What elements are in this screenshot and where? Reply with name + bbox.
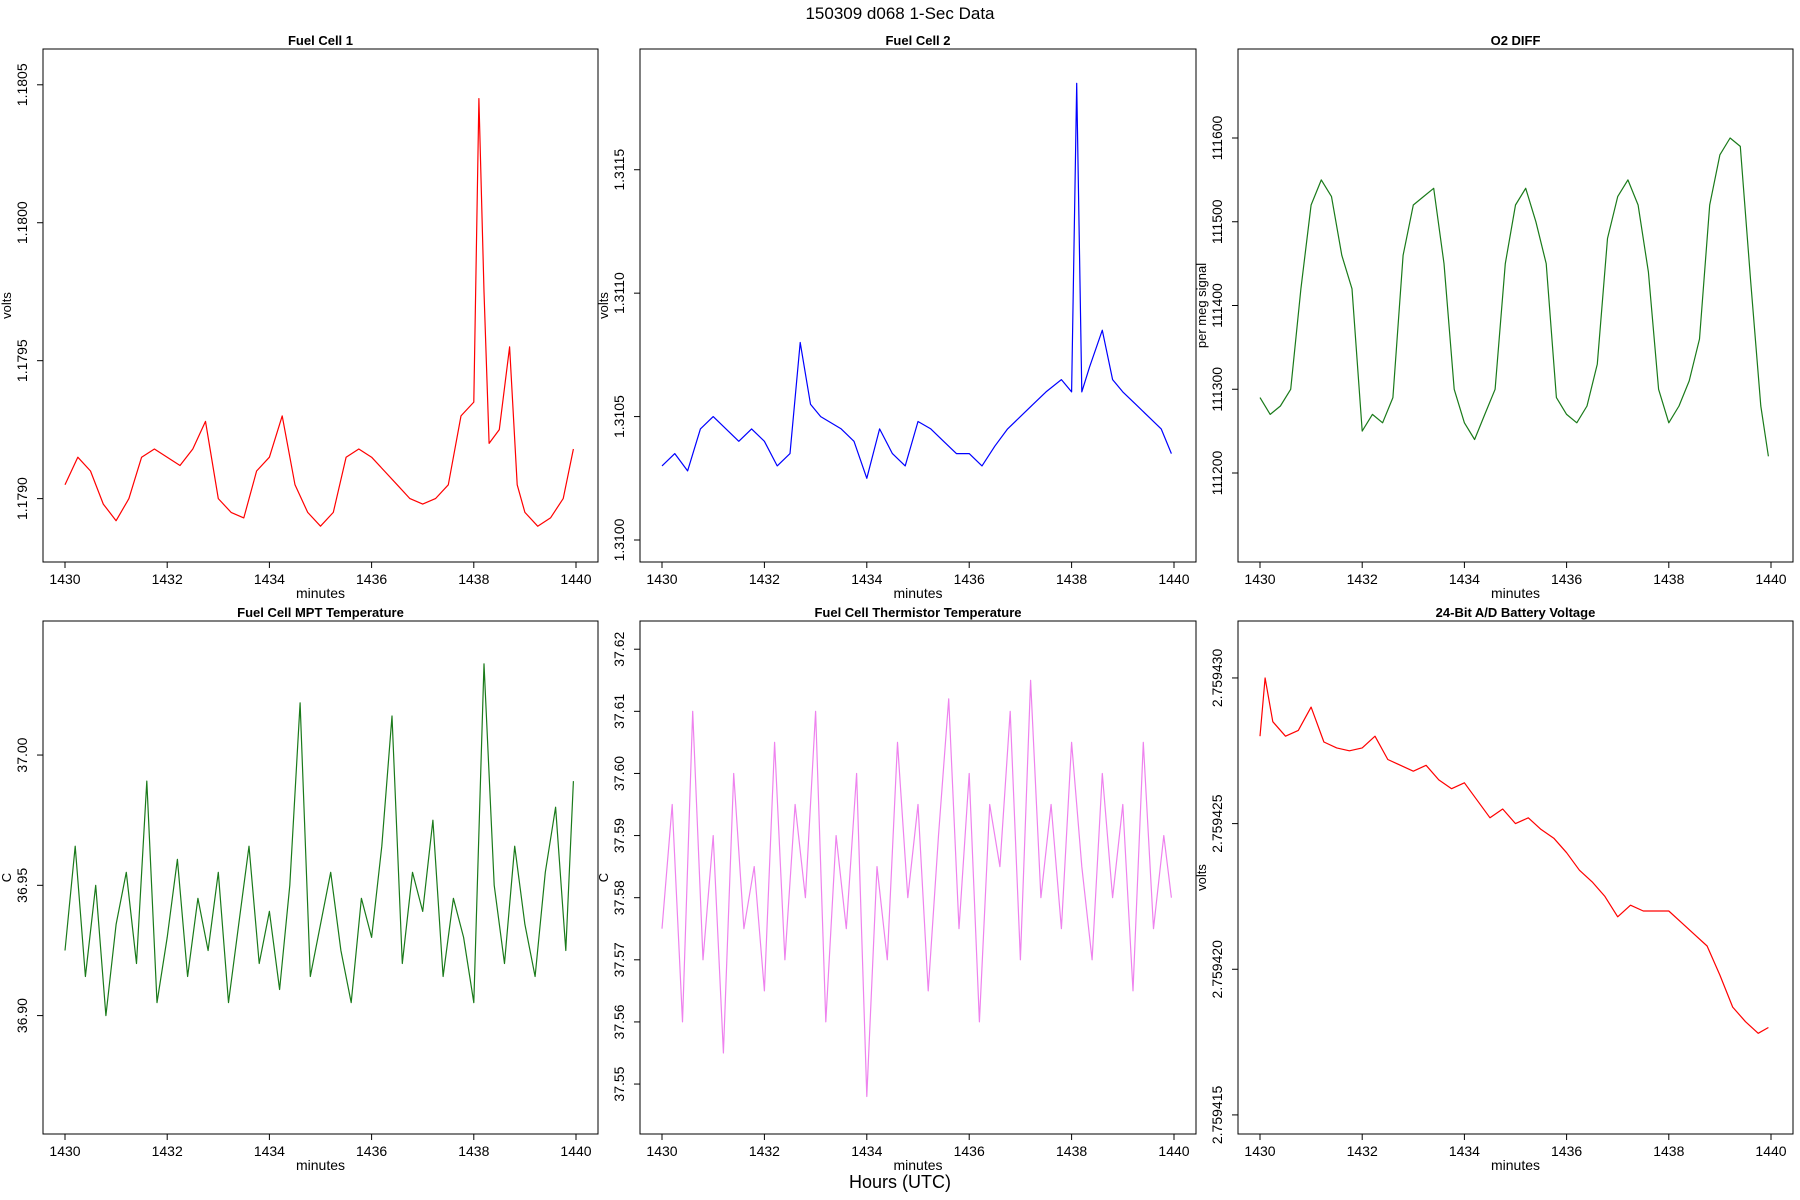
x-tick-label: 1434 [254, 571, 285, 587]
y-tick-label: 1.3100 [611, 518, 627, 561]
y-tick-label: 1.3110 [611, 272, 627, 314]
x-axis-label: minutes [296, 1157, 345, 1173]
y-axis-label: C [596, 873, 611, 882]
y-tick-label: 2.759425 [1209, 794, 1225, 853]
series-line [64, 663, 574, 1017]
series-line [661, 82, 1172, 479]
x-tick-label: 1436 [356, 571, 387, 587]
x-tick-label: 1432 [152, 571, 183, 587]
x-tick-label: 1436 [356, 1143, 387, 1159]
y-tick-label: 37.55 [611, 1066, 627, 1101]
chart-title: 24-Bit A/D Battery Voltage [1436, 605, 1596, 620]
chart-panel-2: Fuel Cell 2 1430 1432 1434 1436 1438 1440 minut… [596, 33, 1197, 601]
y-tick-label: 37.60 [611, 756, 627, 791]
y-tick-label: 1.1800 [14, 201, 30, 244]
chart-panel-6: 24-Bit A/D Battery Voltage 1430 1432 1434 14… [1194, 605, 1794, 1173]
x-tick-label: 1430 [646, 1143, 677, 1159]
series-line [64, 97, 574, 527]
y-axis-label: volts [1194, 864, 1209, 891]
x-tick-label: 1438 [1653, 1143, 1684, 1159]
series-line [1259, 137, 1769, 457]
y-tick-label: 37.59 [611, 818, 627, 853]
x-tick-label: 1438 [1056, 571, 1087, 587]
x-tick-label: 1438 [1653, 571, 1684, 587]
x-tick-label: 1430 [1244, 571, 1275, 587]
chart-panel-3: O2 DIFF 1430 1432 1434 1436 1438 1440 minutes 11… [1194, 33, 1794, 601]
chart-title: Fuel Cell Thermistor Temperature [814, 605, 1021, 620]
y-axis-label: per meg signal [1194, 263, 1209, 348]
x-tick-label: 1432 [1347, 571, 1378, 587]
y-tick-label: 37.62 [611, 631, 627, 666]
x-tick-label: 1434 [254, 1143, 285, 1159]
x-tick-label: 1440 [1158, 571, 1189, 587]
chart-panel-4: Fuel Cell MPT Temperature 1430 1432 1434 143… [0, 605, 599, 1173]
y-tick-label: 37.58 [611, 880, 627, 915]
series-line [1259, 677, 1769, 1034]
x-tick-label: 1438 [1056, 1143, 1087, 1159]
x-tick-label: 1432 [749, 571, 780, 587]
x-tick-label: 1440 [560, 571, 591, 587]
x-tick-label: 1432 [1347, 1143, 1378, 1159]
y-tick-label: 37.56 [611, 1004, 627, 1039]
y-tick-label: 1.1805 [14, 63, 30, 106]
y-tick-label: 36.90 [14, 998, 30, 1033]
x-tick-label: 1432 [749, 1143, 780, 1159]
y-tick-label: 1.3105 [611, 395, 627, 438]
x-axis-label: minutes [1491, 1157, 1540, 1173]
y-tick-label: 2.759415 [1209, 1086, 1225, 1145]
x-axis-label: minutes [1491, 585, 1540, 601]
y-tick-label: 1.1790 [14, 477, 30, 520]
x-tick-label: 1436 [954, 1143, 985, 1159]
series-line [661, 679, 1172, 1098]
x-tick-label: 1440 [1158, 1143, 1189, 1159]
x-tick-label: 1436 [1551, 1143, 1582, 1159]
y-tick-label: 2.759430 [1209, 649, 1225, 708]
chart-title: Fuel Cell MPT Temperature [237, 605, 404, 620]
y-axis-label: volts [596, 292, 611, 319]
y-tick-label: 37.61 [611, 694, 627, 729]
y-tick-label: 1.1795 [14, 339, 30, 382]
x-tick-label: 1430 [49, 571, 80, 587]
x-tick-label: 1432 [152, 1143, 183, 1159]
x-tick-label: 1430 [1244, 1143, 1275, 1159]
y-tick-label: 2.759420 [1209, 940, 1225, 999]
footer-label: Hours (UTC) [849, 1172, 951, 1192]
chart-title: O2 DIFF [1491, 33, 1541, 48]
chart-panel-5: Fuel Cell Thermistor Temperature 1430 1432… [596, 605, 1197, 1173]
y-tick-label: 37.00 [14, 737, 30, 772]
y-axis-label: volts [0, 292, 14, 319]
x-tick-label: 1440 [560, 1143, 591, 1159]
y-tick-label: 111600 [1209, 115, 1225, 160]
chart-title: Fuel Cell 2 [885, 33, 950, 48]
y-tick-label: 1.3115 [611, 149, 627, 191]
x-tick-label: 1430 [49, 1143, 80, 1159]
x-tick-label: 1434 [851, 571, 882, 587]
x-tick-label: 1434 [1449, 1143, 1480, 1159]
y-tick-label: 111400 [1209, 283, 1225, 328]
y-tick-label: 111500 [1209, 199, 1225, 244]
x-tick-label: 1440 [1755, 1143, 1786, 1159]
chart-title: Fuel Cell 1 [288, 33, 353, 48]
chart-panel-1: Fuel Cell 1 1430 1432 1434 1436 1438 1440 minut… [0, 33, 599, 601]
x-tick-label: 1438 [458, 1143, 489, 1159]
x-tick-label: 1436 [954, 571, 985, 587]
x-tick-label: 1436 [1551, 571, 1582, 587]
x-axis-label: minutes [893, 1157, 942, 1173]
y-tick-label: 111300 [1209, 367, 1225, 412]
x-tick-label: 1438 [458, 571, 489, 587]
y-tick-label: 111200 [1209, 450, 1225, 495]
x-tick-label: 1440 [1755, 571, 1786, 587]
page-title: 150309 d068 1-Sec Data [805, 4, 995, 23]
y-axis-label: C [0, 873, 14, 882]
x-axis-label: minutes [296, 585, 345, 601]
panels-group: Fuel Cell 1 1430 1432 1434 1436 1438 1440 minut… [0, 33, 1794, 1173]
y-tick-label: 36.95 [14, 868, 30, 903]
x-tick-label: 1434 [1449, 571, 1480, 587]
x-axis-label: minutes [893, 585, 942, 601]
x-tick-label: 1434 [851, 1143, 882, 1159]
x-tick-label: 1430 [646, 571, 677, 587]
y-tick-label: 37.57 [611, 942, 627, 977]
